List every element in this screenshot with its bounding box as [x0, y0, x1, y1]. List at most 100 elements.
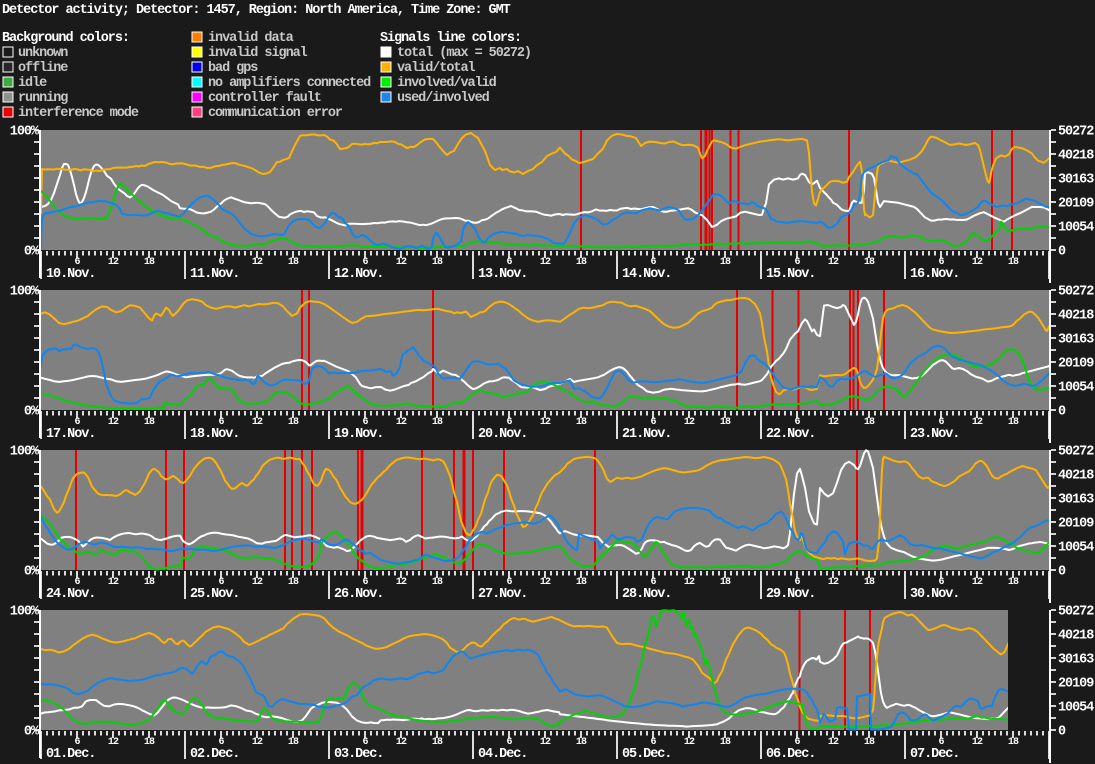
- svg-text:10054: 10054: [1058, 541, 1094, 556]
- svg-text:0: 0: [1058, 565, 1066, 580]
- svg-text:30163: 30163: [1058, 173, 1094, 188]
- svg-text:18: 18: [288, 577, 299, 588]
- svg-text:12: 12: [828, 737, 839, 748]
- svg-text:10.Nov.: 10.Nov.: [46, 267, 95, 282]
- svg-text:10054: 10054: [1058, 701, 1094, 716]
- svg-text:04.Dec.: 04.Dec.: [478, 747, 527, 762]
- svg-text:12: 12: [972, 257, 983, 268]
- svg-text:100%: 100%: [10, 605, 40, 620]
- svg-text:18: 18: [864, 737, 875, 748]
- svg-text:6: 6: [218, 577, 224, 588]
- svg-text:6: 6: [938, 257, 944, 268]
- svg-text:40218: 40218: [1058, 629, 1094, 644]
- svg-text:bad gps: bad gps: [208, 61, 258, 76]
- svg-text:6: 6: [506, 257, 512, 268]
- svg-text:26.Nov.: 26.Nov.: [334, 587, 383, 602]
- svg-text:6: 6: [794, 417, 800, 428]
- svg-text:12: 12: [540, 417, 551, 428]
- svg-text:13.Nov.: 13.Nov.: [478, 267, 527, 282]
- svg-text:0: 0: [1058, 245, 1066, 260]
- svg-text:50272: 50272: [1058, 285, 1094, 300]
- svg-text:100%: 100%: [10, 125, 40, 140]
- svg-text:6: 6: [650, 257, 656, 268]
- svg-text:12: 12: [252, 257, 263, 268]
- svg-text:6: 6: [74, 577, 80, 588]
- svg-text:18: 18: [432, 577, 443, 588]
- svg-text:18: 18: [144, 417, 155, 428]
- svg-text:6: 6: [362, 577, 368, 588]
- svg-text:12.Nov.: 12.Nov.: [334, 267, 383, 282]
- svg-text:30163: 30163: [1058, 333, 1094, 348]
- svg-text:6: 6: [74, 417, 80, 428]
- svg-text:16.Nov.: 16.Nov.: [910, 267, 959, 282]
- svg-text:12: 12: [828, 577, 839, 588]
- svg-text:20109: 20109: [1058, 357, 1094, 372]
- svg-text:50272: 50272: [1058, 445, 1094, 460]
- svg-text:0%: 0%: [24, 245, 40, 260]
- svg-text:Detector activity; Detector: 1: Detector activity; Detector: 1457, Regio…: [2, 3, 511, 18]
- svg-text:40218: 40218: [1058, 309, 1094, 324]
- svg-text:6: 6: [506, 417, 512, 428]
- svg-text:invalid signal: invalid signal: [208, 46, 308, 61]
- svg-text:21.Nov.: 21.Nov.: [622, 427, 671, 442]
- svg-text:19.Nov.: 19.Nov.: [334, 427, 383, 442]
- svg-text:50272: 50272: [1058, 125, 1094, 140]
- svg-text:11.Nov.: 11.Nov.: [190, 267, 239, 282]
- svg-text:12: 12: [828, 257, 839, 268]
- svg-text:18: 18: [1008, 577, 1019, 588]
- svg-text:6: 6: [794, 577, 800, 588]
- svg-text:12: 12: [396, 417, 407, 428]
- svg-text:18: 18: [432, 737, 443, 748]
- svg-text:20109: 20109: [1058, 197, 1094, 212]
- svg-text:12: 12: [252, 577, 263, 588]
- svg-text:6: 6: [218, 417, 224, 428]
- svg-text:involved/valid: involved/valid: [397, 76, 497, 91]
- svg-text:12: 12: [108, 577, 119, 588]
- svg-text:12: 12: [828, 417, 839, 428]
- svg-text:12: 12: [540, 257, 551, 268]
- svg-text:no amplifiers connected: no amplifiers connected: [208, 76, 371, 91]
- svg-text:6: 6: [218, 257, 224, 268]
- svg-text:10054: 10054: [1058, 221, 1094, 236]
- svg-text:6: 6: [362, 737, 368, 748]
- svg-text:18: 18: [432, 417, 443, 428]
- svg-text:6: 6: [938, 417, 944, 428]
- svg-text:14.Nov.: 14.Nov.: [622, 267, 671, 282]
- svg-text:20109: 20109: [1058, 677, 1094, 692]
- svg-text:6: 6: [938, 577, 944, 588]
- svg-text:10054: 10054: [1058, 381, 1094, 396]
- svg-text:100%: 100%: [10, 445, 40, 460]
- svg-text:12: 12: [252, 417, 263, 428]
- svg-text:12: 12: [396, 577, 407, 588]
- svg-text:18: 18: [432, 257, 443, 268]
- svg-text:controller fault: controller fault: [208, 91, 321, 106]
- svg-text:30163: 30163: [1058, 493, 1094, 508]
- svg-text:6: 6: [74, 257, 80, 268]
- svg-text:6: 6: [650, 737, 656, 748]
- svg-text:12: 12: [396, 737, 407, 748]
- svg-text:03.Dec.: 03.Dec.: [334, 747, 383, 762]
- svg-text:18: 18: [864, 417, 875, 428]
- svg-text:total (max = 50272): total (max = 50272): [397, 46, 531, 61]
- svg-text:6: 6: [650, 417, 656, 428]
- svg-text:28.Nov.: 28.Nov.: [622, 587, 671, 602]
- svg-text:0%: 0%: [24, 405, 40, 420]
- svg-text:interference mode: interference mode: [18, 106, 139, 121]
- svg-text:Background colors:: Background colors:: [2, 31, 129, 46]
- svg-text:18.Nov.: 18.Nov.: [190, 427, 239, 442]
- svg-text:18: 18: [1008, 417, 1019, 428]
- svg-text:18: 18: [1008, 737, 1019, 748]
- svg-text:15.Nov.: 15.Nov.: [766, 267, 815, 282]
- svg-text:6: 6: [794, 737, 800, 748]
- svg-text:18: 18: [720, 417, 731, 428]
- svg-text:18: 18: [864, 577, 875, 588]
- svg-text:12: 12: [252, 737, 263, 748]
- svg-text:running: running: [18, 91, 68, 106]
- svg-text:27.Nov.: 27.Nov.: [478, 587, 527, 602]
- svg-text:17.Nov.: 17.Nov.: [46, 427, 95, 442]
- svg-text:12: 12: [108, 257, 119, 268]
- svg-text:05.Dec.: 05.Dec.: [622, 747, 671, 762]
- svg-text:100%: 100%: [10, 285, 40, 300]
- svg-text:0%: 0%: [24, 725, 40, 740]
- svg-text:18: 18: [144, 737, 155, 748]
